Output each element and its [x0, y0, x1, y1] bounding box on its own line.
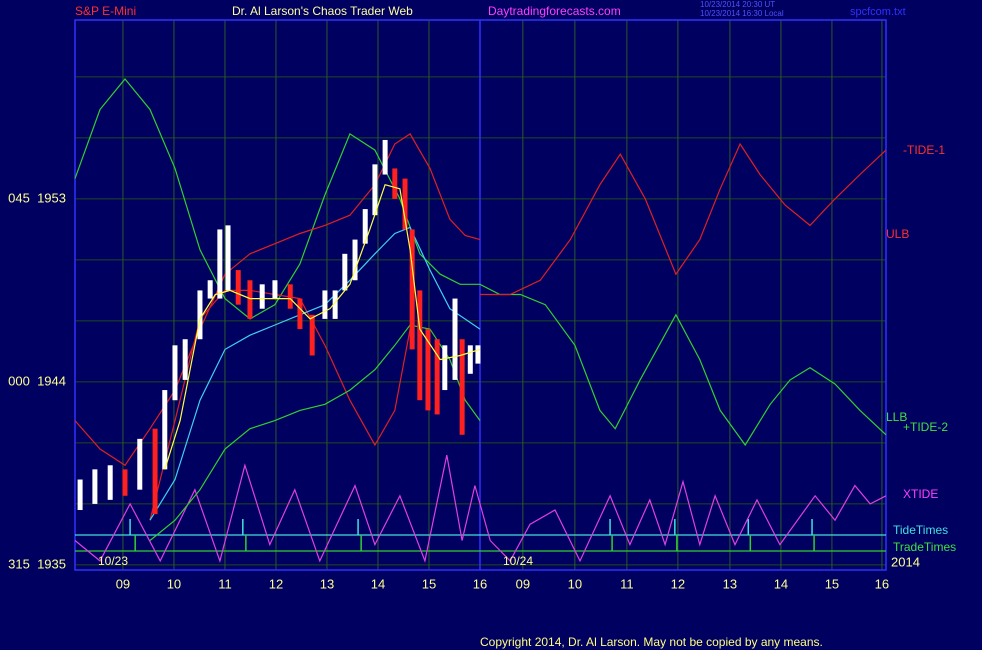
line-label: TideTimes — [893, 523, 948, 537]
plot-border — [74, 19, 887, 571]
x-tick-label: 10 — [167, 576, 181, 591]
price-bar — [197, 290, 203, 340]
year-label: 2014 — [891, 554, 920, 569]
series-line — [480, 142, 887, 296]
price-bar — [417, 290, 423, 401]
x-tick-label: 09 — [516, 576, 530, 591]
price-bar — [207, 280, 213, 299]
price-bar — [392, 168, 398, 199]
x-tick-label: 13 — [723, 576, 737, 591]
line-label: XTIDE — [903, 487, 938, 501]
series-line — [149, 324, 481, 541]
copyright: Copyright 2014, Dr. Al Larson. May not b… — [480, 635, 823, 649]
price-bar — [182, 339, 188, 380]
price-bar — [235, 270, 241, 305]
symbol: S&P E-Mini — [75, 4, 136, 18]
price-bar — [459, 339, 465, 435]
x-tick-label: 16 — [875, 576, 889, 591]
price-bar — [217, 229, 223, 299]
file-name: spcfcom.txt — [850, 6, 906, 18]
price-bar — [259, 284, 265, 309]
series-line — [74, 454, 887, 564]
line-label: TradeTimes — [893, 540, 956, 554]
site-url: Daytradingforecasts.com — [488, 4, 621, 18]
y-tick-label: 045 1953 — [8, 190, 66, 205]
price-bar — [409, 229, 415, 350]
price-bar — [272, 280, 278, 299]
series-line — [74, 78, 887, 447]
price-bar — [425, 329, 431, 411]
texts: S&P E-Mini Dr. Al Larson's Chaos Trader … — [8, 0, 956, 649]
line-label: -TIDE-1 — [903, 143, 945, 157]
price-bar — [372, 164, 378, 216]
x-tick-label: 12 — [671, 576, 685, 591]
price-bar — [92, 469, 98, 504]
line-label: ULB — [886, 227, 909, 241]
moving-average — [164, 183, 481, 470]
price-bar — [309, 314, 315, 356]
date-label: 10/24 — [503, 554, 533, 568]
price-bar — [247, 280, 253, 319]
x-tick-label: 14 — [774, 576, 788, 591]
price-bar — [152, 428, 158, 515]
price-bar — [382, 139, 388, 175]
x-tick-label: 13 — [320, 576, 334, 591]
line-label: +TIDE-2 — [903, 420, 948, 434]
x-tick-label: 09 — [116, 576, 130, 591]
time-ut: 10/23/2014 20:30 UT — [700, 0, 775, 9]
price-bar — [297, 298, 303, 330]
series-line — [149, 289, 411, 521]
y-tick-label: 000 1944 — [8, 373, 66, 388]
x-tick-label: 15 — [422, 576, 436, 591]
price-bar — [362, 209, 368, 244]
price-bar — [137, 438, 143, 490]
date-label: 10/23 — [98, 554, 128, 568]
price-bar — [475, 345, 481, 364]
y-tick-label: 315 1935 — [8, 556, 66, 571]
price-bar — [162, 390, 168, 470]
price-bar — [107, 465, 113, 500]
price-bar — [287, 284, 293, 309]
site-title: Dr. Al Larson's Chaos Trader Web — [232, 4, 413, 18]
price-bar — [332, 290, 338, 319]
time-local: 10/23/2014 16:30 Local — [700, 9, 784, 18]
price-bar — [122, 469, 128, 496]
line-label: LLB — [886, 410, 907, 424]
price-bar — [452, 298, 458, 380]
x-tick-label: 16 — [473, 576, 487, 591]
price-bar — [342, 253, 348, 291]
price-bar — [322, 290, 328, 319]
price-bar — [467, 345, 473, 374]
marks — [74, 78, 887, 564]
price-bar — [402, 178, 408, 230]
series-line — [74, 133, 481, 467]
x-tick-label: 15 — [825, 576, 839, 591]
price-bar — [77, 479, 83, 511]
price-bar — [442, 345, 448, 391]
x-tick-label: 10 — [568, 576, 582, 591]
x-tick-label: 11 — [620, 576, 634, 591]
x-tick-label: 11 — [218, 576, 232, 591]
x-tick-label: 14 — [371, 576, 385, 591]
x-tick-label: 12 — [269, 576, 283, 591]
price-bar — [352, 239, 358, 281]
price-bar — [225, 225, 231, 291]
price-bar — [434, 339, 440, 415]
price-bar — [172, 345, 178, 401]
